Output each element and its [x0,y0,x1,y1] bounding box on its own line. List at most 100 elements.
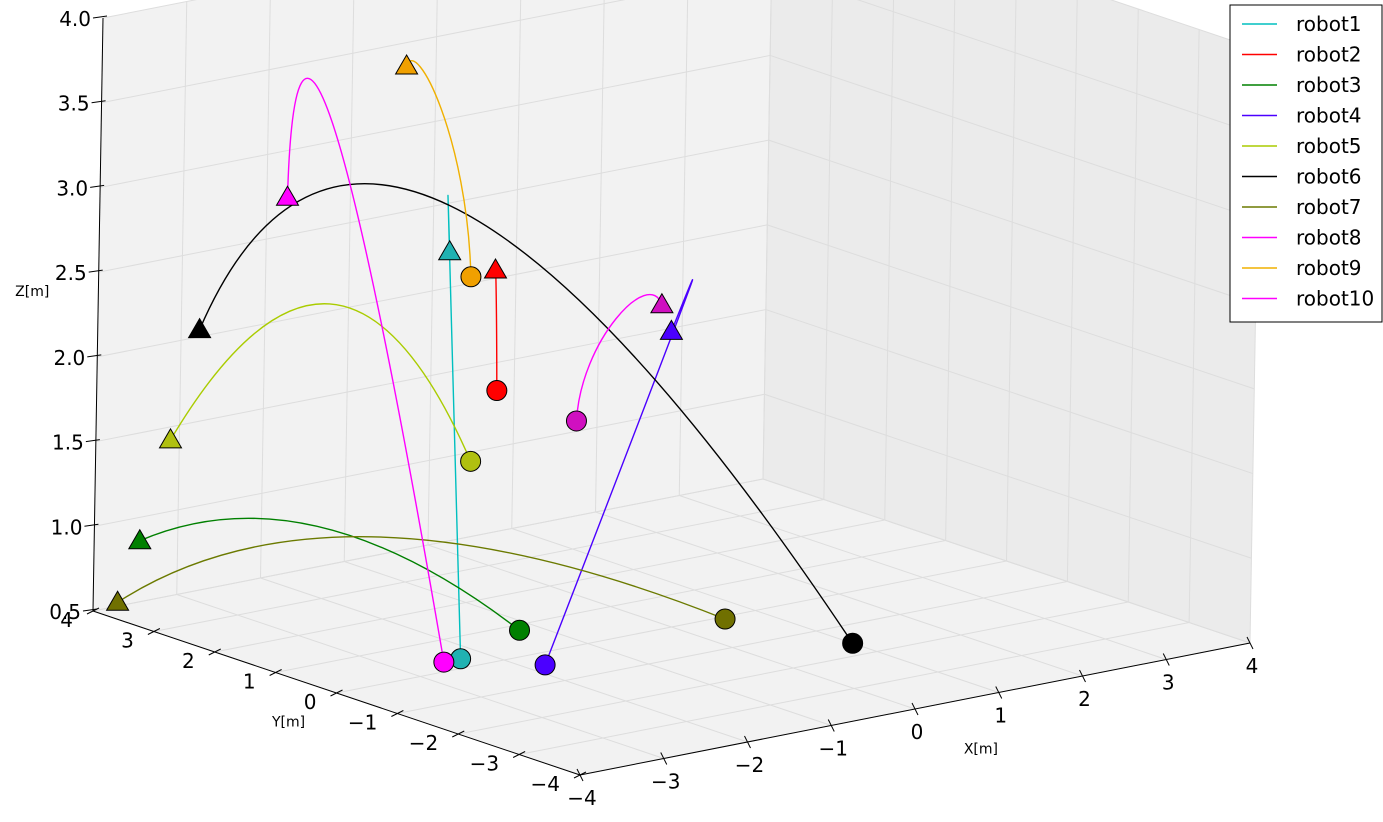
legend-label: robot5 [1296,134,1362,158]
z-tick-label: 2.5 [55,261,87,285]
robot5-start-marker [158,427,183,449]
z-tick-label: 2.0 [53,346,85,370]
x-tick-mark [1079,669,1086,683]
grid-line-y [1066,0,1078,582]
x-tick-label: 1 [994,704,1007,728]
robot8-end-marker [565,410,587,432]
x-tick-label: −3 [651,770,680,794]
series-robot6 [198,183,854,644]
robot2-end-marker [486,380,508,402]
legend-label: robot9 [1296,256,1362,280]
robot10-end-marker [433,651,455,673]
y-tick-mark [330,689,343,697]
grid-line-y [214,519,885,653]
z-tick-mark [90,184,105,188]
x-tick-mark [827,719,835,732]
grid-line-x [595,0,605,513]
x-tick-mark [744,735,751,749]
y-tick-mark [452,730,465,738]
grid-line-z [98,139,769,273]
y-tick-label: −4 [531,772,560,796]
legend-label: robot4 [1296,104,1362,128]
grid-line-y [519,622,1190,755]
z-tick-mark [92,15,108,19]
x-tick-label: 4 [1246,654,1259,678]
y-tick-mark [391,710,404,717]
series-robot4 [544,279,694,666]
robot10-start-marker [275,185,300,206]
robot6-trajectory [198,183,854,644]
robot9-trajectory [405,59,472,277]
robot5-end-marker [460,450,482,472]
grid-line-y [823,0,833,500]
robot8-start-marker [650,292,674,314]
x-tick-mark [1246,636,1254,650]
trajectories [105,54,864,676]
y-tick-label: −1 [348,711,377,735]
grid-line-x [678,0,689,496]
z-tick-mark [91,100,106,104]
grid-line-y [153,499,824,632]
z-axis-label: Z[m] [15,284,49,300]
z-axis-line [92,17,104,612]
legend-label: robot7 [1296,195,1362,219]
series-robot9 [405,59,472,277]
grid-line-y [458,601,1129,735]
y-tick-mark [573,771,587,779]
x-axis-label: X[m] [964,742,998,758]
x-tick-label: 3 [1162,671,1175,695]
robot7-start-marker [105,590,130,611]
grid-line-y [884,0,895,521]
y-tick-mark [269,669,282,676]
robot4-trajectory [544,279,694,666]
legend: robot1 robot2 robot3 robot4 robot5 robot6 robo… [1229,4,1383,323]
series-robot8 [575,293,663,422]
grid-line-x [176,1,188,595]
z-tick-mark [82,608,98,612]
y-tick-label: 4 [60,608,73,632]
x-tick-mark [995,686,1003,699]
robot2-start-marker [483,258,508,279]
grid-line-x [260,0,271,579]
robot3-start-marker [127,528,152,550]
z-tick-mark [87,354,102,358]
x-tick-mark [1162,653,1170,666]
x-tick-label: 2 [1078,687,1091,711]
legend-label: robot3 [1296,73,1362,97]
x-tick-label: −4 [567,786,596,810]
robot1-start-marker [437,239,462,261]
z-tick-mark [85,439,100,443]
grid-line-z [856,0,1259,136]
grid-line-y [1006,0,1017,562]
legend-label: robot8 [1296,226,1362,250]
series-robot3 [139,517,520,631]
z-tick-label: 3.5 [58,92,90,116]
y-tick-label: −2 [409,731,438,755]
grid-line-z [100,54,771,188]
grid-line-y [397,581,1068,714]
legend-label: robot10 [1296,287,1374,311]
grid-line-y [275,540,946,673]
legend-label: robot1 [1296,12,1362,36]
robot4-end-marker [534,654,556,676]
x-tick-mark [660,752,668,765]
z-tick-mark [88,269,103,273]
y-tick-label: −3 [470,752,499,776]
legend-box [1229,4,1383,323]
robot8-trajectory [575,293,663,422]
series-robot10 [286,77,445,663]
grid-line-z [765,309,1254,475]
z-tick-label: 1.5 [52,431,84,455]
x-tick-label: −1 [819,737,848,761]
grid-line-x [343,0,355,562]
y-tick-label: 2 [182,649,195,673]
y-tick-label: 1 [243,670,256,694]
z-tick-label: 0.5 [49,600,81,624]
robot9-end-marker [460,266,482,288]
grid-line-z [92,478,764,612]
y-tick-mark [512,751,526,758]
robot10-trajectory [286,77,445,663]
y-tick-mark [147,628,161,635]
z-tick-mark [84,523,99,527]
grid-line-y [945,0,956,541]
